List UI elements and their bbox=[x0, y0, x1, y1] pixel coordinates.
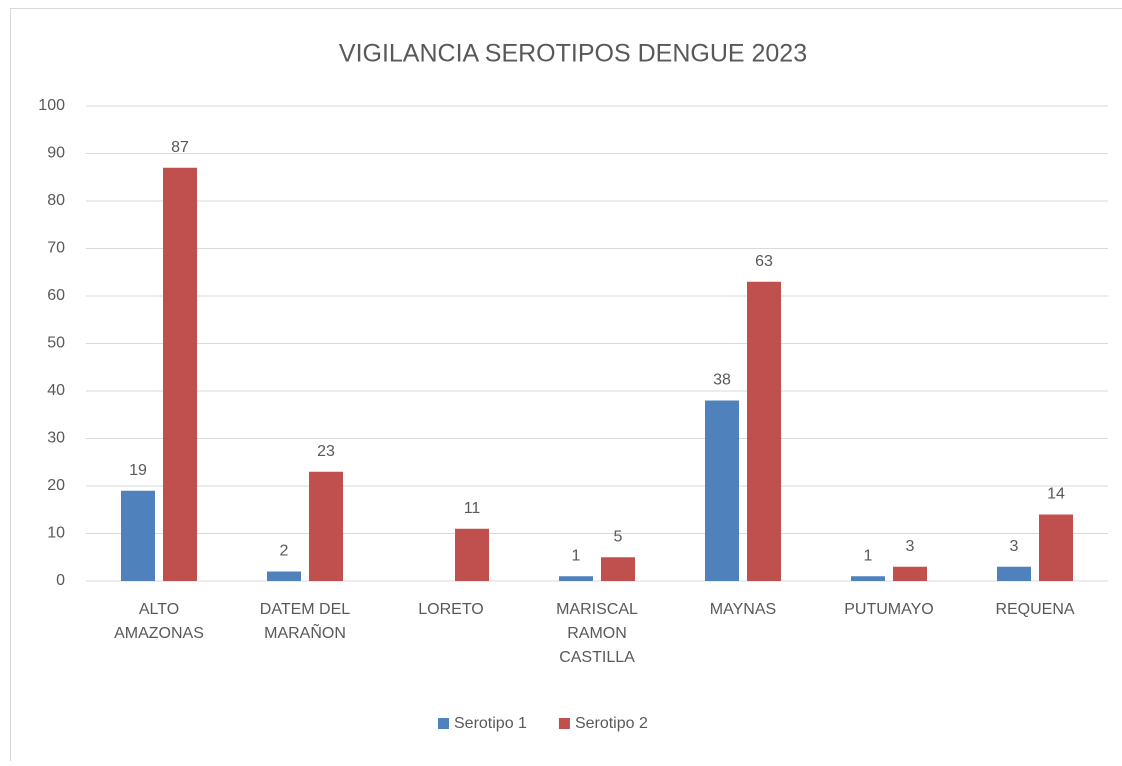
x-tick-label: REQUENA bbox=[980, 598, 1090, 622]
bar bbox=[705, 401, 739, 582]
y-tick-label: 90 bbox=[47, 145, 65, 162]
bar bbox=[121, 491, 155, 581]
data-label: 19 bbox=[129, 462, 147, 479]
bar bbox=[267, 572, 301, 582]
data-label: 11 bbox=[464, 500, 481, 517]
y-tick-label: 10 bbox=[47, 525, 65, 542]
bar bbox=[997, 567, 1031, 581]
legend-swatch bbox=[559, 718, 570, 729]
y-tick-label: 80 bbox=[47, 192, 65, 209]
data-label: 14 bbox=[1047, 486, 1065, 503]
data-label: 1 bbox=[572, 547, 581, 564]
x-tick-label: MAYNAS bbox=[688, 598, 798, 622]
y-tick-label: 100 bbox=[38, 97, 65, 114]
y-tick-label: 40 bbox=[47, 382, 65, 399]
x-tick-label: ALTO AMAZONAS bbox=[104, 598, 214, 646]
data-label: 87 bbox=[171, 139, 189, 156]
legend-label: Serotipo 1 bbox=[454, 715, 527, 732]
bar bbox=[893, 567, 927, 581]
y-tick-label: 0 bbox=[56, 572, 65, 589]
x-tick-label: LORETO bbox=[396, 598, 506, 622]
data-label: 63 bbox=[755, 253, 773, 270]
bar bbox=[601, 557, 635, 581]
y-tick-label: 20 bbox=[47, 477, 65, 494]
data-label: 23 bbox=[317, 443, 335, 460]
chart-title: VIGILANCIA SEROTIPOS DENGUE 2023 bbox=[339, 40, 807, 68]
bar bbox=[455, 529, 489, 581]
data-label: 3 bbox=[906, 538, 915, 555]
data-label: 2 bbox=[280, 543, 289, 560]
y-tick-label: 50 bbox=[47, 335, 65, 352]
data-label: 3 bbox=[1010, 538, 1019, 555]
x-tick-label: MARISCAL RAMON CASTILLA bbox=[542, 598, 652, 670]
bar bbox=[747, 282, 781, 581]
bar bbox=[851, 576, 885, 581]
legend-swatch bbox=[438, 718, 449, 729]
bar bbox=[559, 576, 593, 581]
data-label: 1 bbox=[864, 547, 873, 564]
y-tick-label: 60 bbox=[47, 287, 65, 304]
bar bbox=[1039, 515, 1073, 582]
data-label: 5 bbox=[614, 528, 623, 545]
data-label: 38 bbox=[713, 372, 731, 389]
y-tick-label: 70 bbox=[47, 240, 65, 257]
bar bbox=[309, 472, 343, 581]
y-tick-label: 30 bbox=[47, 430, 65, 447]
legend-label: Serotipo 2 bbox=[575, 715, 648, 732]
x-tick-label: PUTUMAYO bbox=[834, 598, 944, 622]
bar bbox=[163, 168, 197, 581]
x-tick-label: DATEM DEL MARAÑON bbox=[250, 598, 360, 646]
